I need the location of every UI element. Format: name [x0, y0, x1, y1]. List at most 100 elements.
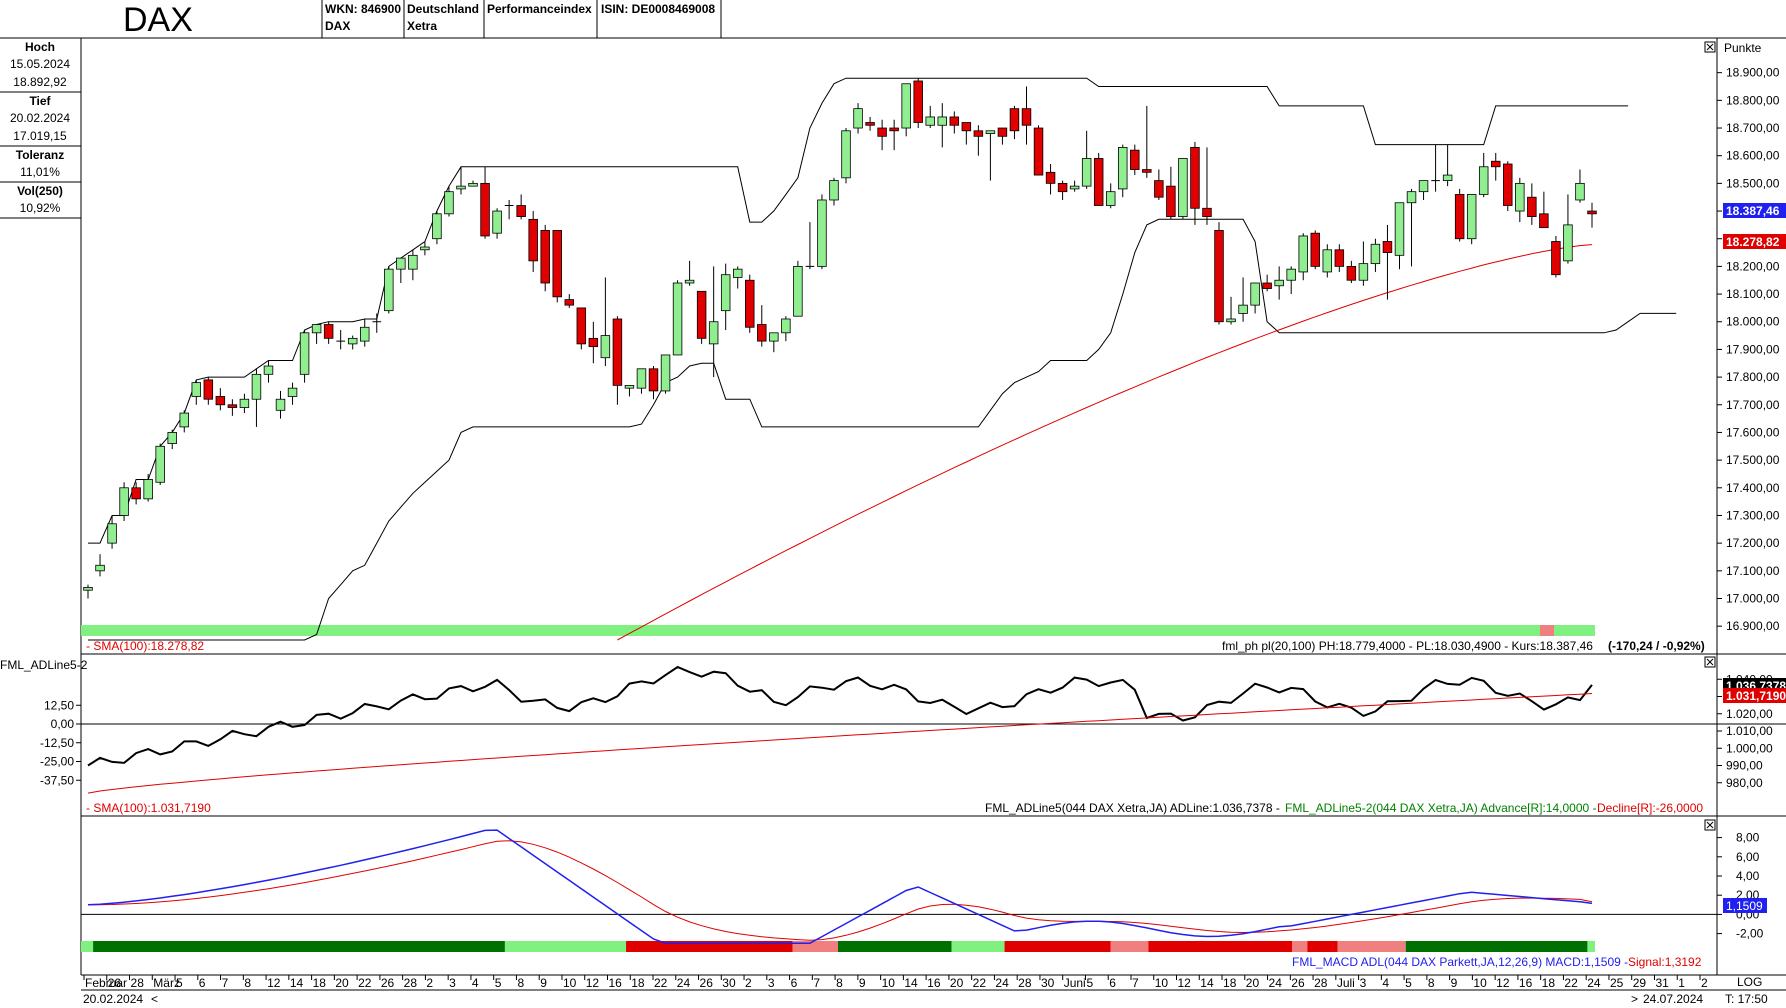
exchange-country: Deutschland	[407, 2, 479, 16]
candle	[708, 266, 719, 378]
candle	[155, 443, 165, 486]
x-tick-label: 18	[1542, 976, 1556, 990]
y-tick-label: 17.600,00	[1726, 425, 1780, 439]
candle	[1346, 260, 1357, 283]
candle-body	[516, 205, 526, 217]
candle-body	[600, 335, 611, 359]
candle-body	[191, 382, 202, 397]
instrument-name: DAX	[325, 19, 350, 33]
candle-body	[1298, 235, 1308, 273]
y-tick-label: 17.400,00	[1726, 481, 1780, 495]
candle	[167, 429, 177, 450]
x-tick-label: 5	[176, 976, 183, 990]
x-tick-label: 5	[495, 976, 502, 990]
candle	[1166, 166, 1176, 220]
ad-sma-value: 1.031,7190	[1726, 689, 1786, 703]
stat-label-toleranz: Toleranz	[16, 148, 64, 162]
candle	[1202, 147, 1212, 225]
candle	[1454, 188, 1465, 242]
x-tick-label: 30	[722, 976, 736, 990]
candle-body	[444, 191, 454, 215]
candle	[275, 390, 286, 419]
candle-body	[263, 365, 274, 375]
sma-price-value: 18.278,82	[1726, 235, 1780, 249]
x-tick-label: 22	[654, 976, 668, 990]
x-tick-label: 29	[1633, 976, 1647, 990]
candle	[829, 177, 839, 206]
candle-body	[1009, 108, 1020, 132]
candle-body	[1130, 149, 1140, 170]
candle-body	[396, 257, 406, 270]
candle	[336, 330, 346, 350]
unit-label: Punkte	[1724, 41, 1762, 55]
candle	[973, 125, 984, 156]
wkn-label: WKN: 846900	[325, 2, 401, 16]
candle	[1442, 144, 1453, 187]
close-icon[interactable]	[1704, 41, 1716, 53]
candle	[480, 166, 490, 239]
candle-body	[1274, 279, 1284, 287]
candle-body	[420, 246, 430, 251]
candle-body	[1262, 282, 1272, 289]
candle	[865, 116, 875, 131]
x-tick-label: 22	[358, 976, 372, 990]
x-tick-label: 2	[426, 976, 433, 990]
candle	[1009, 105, 1020, 140]
candle	[841, 128, 851, 184]
candle-body	[1587, 210, 1597, 215]
stat-label-hoch: Hoch	[25, 40, 55, 54]
x-tick-label: 8	[517, 976, 524, 990]
candle-body	[1226, 318, 1236, 323]
candle-body	[1105, 191, 1116, 206]
macd-value-tag: 1,1509	[1723, 898, 1767, 913]
x-tick-label: 14	[290, 976, 304, 990]
y-tick-label: 17.100,00	[1726, 564, 1780, 578]
candle	[696, 290, 707, 344]
candle	[83, 584, 93, 599]
x-tick-label: 24	[1269, 976, 1283, 990]
close-icon[interactable]	[1704, 656, 1716, 668]
candle	[684, 260, 695, 286]
candle	[997, 127, 1008, 145]
scroll-right-arrow[interactable]: >	[1631, 992, 1638, 1006]
x-tick-label: 10	[563, 976, 577, 990]
macd-state-segment	[1292, 941, 1308, 952]
candle	[1503, 161, 1513, 212]
candle	[1587, 202, 1597, 228]
candle-body	[119, 487, 129, 516]
candle	[624, 384, 635, 397]
candle-body	[793, 265, 803, 317]
x-tick-label: 8	[836, 976, 843, 990]
x-tick-label: 9	[859, 976, 866, 990]
candle	[1515, 177, 1525, 223]
candle	[745, 274, 755, 333]
scroll-left-arrow[interactable]: <	[151, 992, 158, 1006]
x-tick-label: 22	[1564, 976, 1578, 990]
candle	[528, 211, 538, 272]
candle	[227, 399, 238, 416]
x-tick-label: 16	[927, 976, 941, 990]
candle	[311, 324, 322, 344]
candle-body	[552, 230, 562, 298]
x-tick-label: 20	[950, 976, 964, 990]
candle-body	[732, 268, 743, 278]
y-tick-label: 18.800,00	[1726, 93, 1780, 107]
x-tick-label: 6	[199, 976, 206, 990]
candle-body	[167, 432, 177, 444]
candle-body	[961, 122, 972, 132]
candle-body	[1190, 146, 1200, 209]
candle-body	[985, 130, 996, 134]
macd-state-segment	[1587, 941, 1595, 952]
candle-body	[1238, 304, 1248, 314]
x-tick-label: 1	[1678, 976, 1685, 990]
candle	[913, 78, 923, 129]
log-toggle[interactable]: LOG	[1737, 975, 1762, 989]
candle	[877, 119, 887, 151]
candle	[1310, 230, 1320, 270]
close-icon[interactable]	[1704, 819, 1716, 831]
macd-y-tick-label: 4,00	[1736, 869, 1760, 883]
candle	[805, 222, 815, 270]
y-tick-label: 16.900,00	[1726, 619, 1780, 633]
stat-value: 17.019,15	[13, 129, 67, 143]
candle-body	[239, 398, 250, 408]
